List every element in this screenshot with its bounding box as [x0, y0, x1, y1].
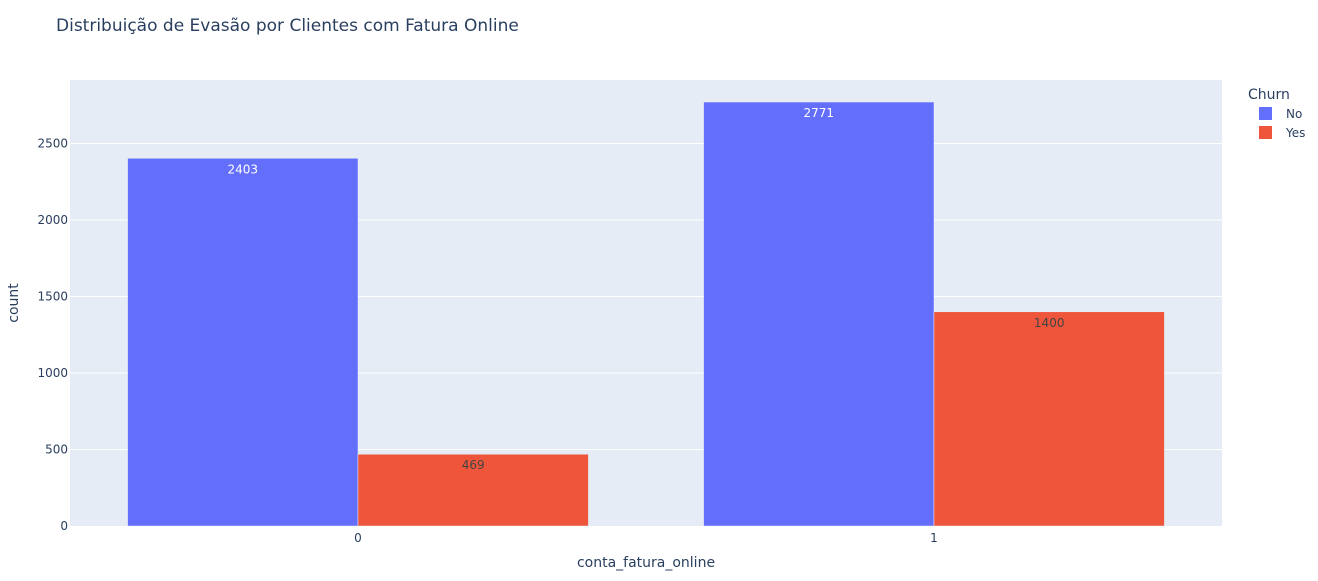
legend-label-no: No [1286, 107, 1302, 121]
y-tick-label: 2500 [37, 136, 68, 150]
legend-swatch-yes [1259, 126, 1272, 139]
chart-title: Distribuição de Evasão por Clientes com … [56, 16, 519, 36]
x-axis-title: conta_fatura_online [577, 555, 715, 571]
y-tick-label: 1000 [37, 366, 68, 380]
y-axis-title: count [6, 283, 22, 323]
bar-yes-0 [357, 453, 589, 527]
y-tick-label: 2000 [37, 213, 68, 227]
legend-title: Churn [1248, 87, 1290, 103]
bar-value-label: 469 [462, 458, 485, 472]
bar-value-label: 2403 [228, 162, 259, 176]
y-tick-label: 1500 [37, 289, 68, 303]
y-axis-ticks: 0 500 1000 1500 2000 2500 [37, 136, 68, 533]
bar-value-label: 2771 [804, 106, 835, 120]
bar-no-0 [127, 158, 359, 527]
bar-value-label: 1400 [1034, 316, 1065, 330]
bars [127, 101, 1165, 527]
x-tick-label: 1 [930, 531, 938, 545]
legend-swatch-no [1259, 107, 1272, 120]
bar-labels: 2403 469 2771 1400 [228, 106, 1065, 472]
bar-no-1 [703, 101, 935, 527]
legend-label-yes: Yes [1285, 126, 1305, 140]
y-tick-label: 0 [60, 519, 68, 533]
legend: Churn No Yes [1248, 87, 1305, 140]
x-tick-label: 0 [354, 531, 362, 545]
bar-yes-1 [933, 311, 1165, 527]
y-tick-label: 500 [45, 442, 68, 456]
